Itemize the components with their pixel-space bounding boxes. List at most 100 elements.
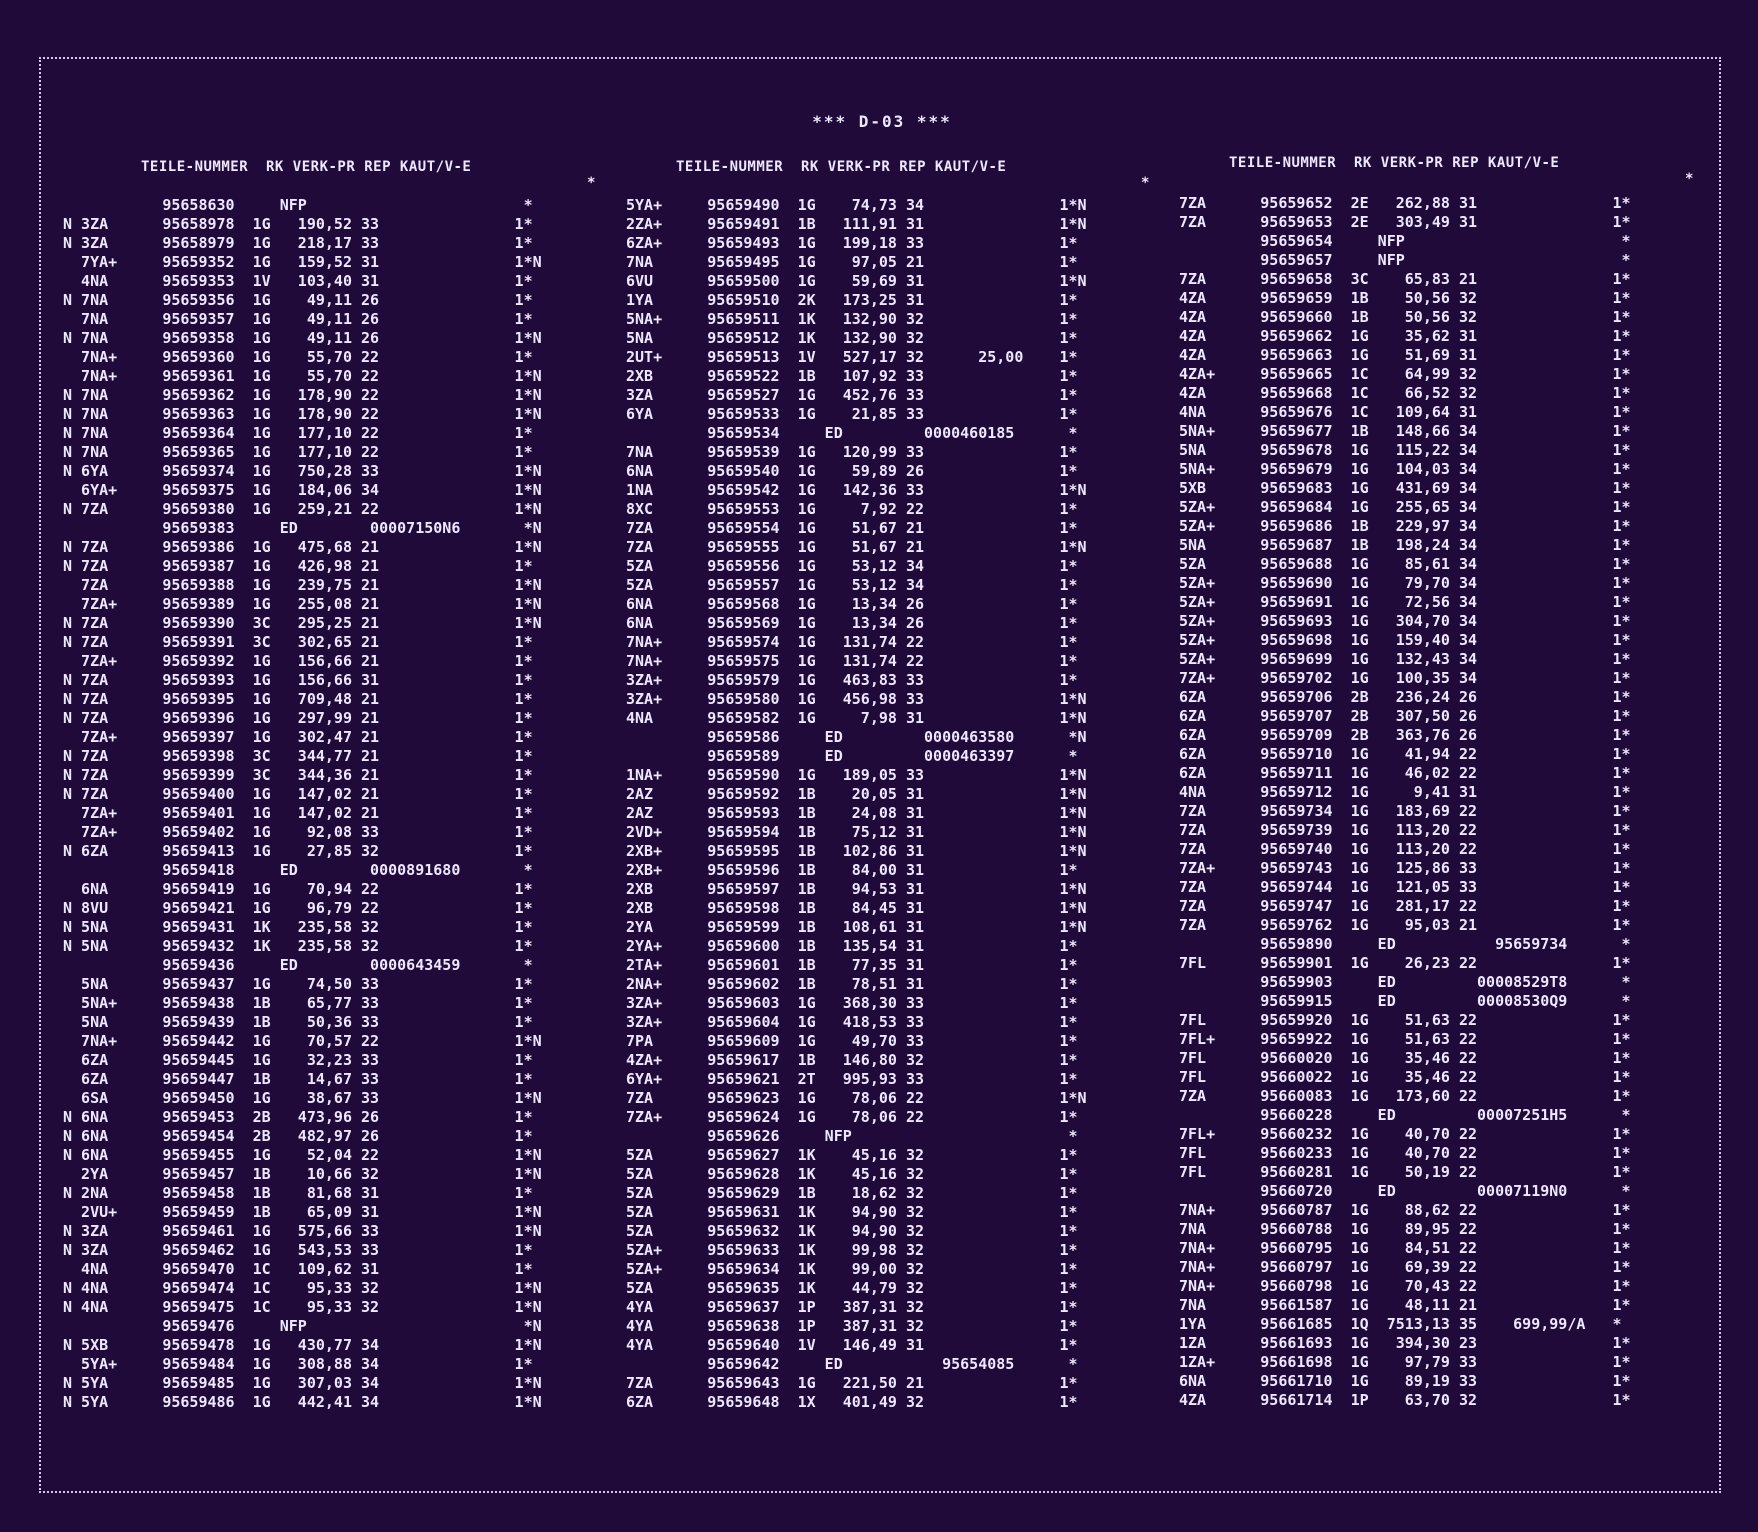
table-row: 6ZA 95659447 1B 14,67 33 1* [63, 1070, 533, 1088]
table-row: 5ZA 95659628 1K 45,16 32 1* [626, 1165, 1078, 1183]
table-row: 4ZA 95659662 1G 35,62 31 1* [1179, 327, 1631, 345]
table-row: N 6ZA 95659413 1G 27,85 32 1* [63, 842, 533, 860]
table-row: N 7ZA 95659380 1G 259,21 22 1*N [63, 500, 542, 518]
table-row: 2YA 95659457 1B 10,66 32 1*N [63, 1165, 542, 1183]
table-row: 3ZA+ 95659579 1G 463,83 33 1* [626, 671, 1078, 689]
column-2-header: TEILE-NUMMER RK VERK-PR REP KAUT/V-E [676, 159, 1007, 175]
table-row: 7ZA 95659652 2E 262,88 31 1* [1179, 194, 1631, 212]
table-row: 5ZA 95659557 1G 53,12 34 1* [626, 576, 1078, 594]
table-row: 4NA 95659353 1V 103,40 31 1* [63, 272, 533, 290]
column-2-rows: 5YA+ 95659490 1G 74,73 34 1*N 2ZA+ 956594… [626, 196, 1087, 1412]
table-row: 2XB+ 95659595 1B 102,86 31 1*N [626, 842, 1087, 860]
table-row: 95659915 ED 00008530Q9 * [1179, 992, 1631, 1010]
table-row: 7ZA 95659555 1G 51,67 21 1*N [626, 538, 1087, 556]
table-row: 7ZA+ 95659392 1G 156,66 21 1* [63, 652, 533, 670]
table-row: N 7NA 95659356 1G 49,11 26 1* [63, 291, 533, 309]
table-row: 2YA+ 95659600 1B 135,54 31 1* [626, 937, 1078, 955]
table-row: 4NA 95659582 1G 7,98 31 1*N [626, 709, 1087, 727]
table-row: 7FL 95659920 1G 51,63 22 1* [1179, 1011, 1631, 1029]
table-row: 7ZA 95659623 1G 78,06 22 1*N [626, 1089, 1087, 1107]
table-row: 5ZA 95659688 1G 85,61 34 1* [1179, 555, 1631, 573]
table-row: N 8VU 95659421 1G 96,79 22 1* [63, 899, 533, 917]
table-row: 3ZA+ 95659604 1G 418,53 33 1* [626, 1013, 1078, 1031]
table-row: N 7NA 95659358 1G 49,11 26 1*N [63, 329, 542, 347]
table-row: 4ZA 95661714 1P 63,70 32 1* [1179, 1391, 1631, 1409]
table-row: 4NA 95659676 1C 109,64 31 1* [1179, 403, 1631, 421]
table-row: 7ZA+ 95659624 1G 78,06 22 1* [626, 1108, 1078, 1126]
table-row: N 5XB 95659478 1G 430,77 34 1*N [63, 1336, 542, 1354]
table-row: 5NA+ 95659438 1B 65,77 33 1* [63, 994, 533, 1012]
table-row: 2VD+ 95659594 1B 75,12 31 1*N [626, 823, 1087, 841]
printout-sheet: *** D-03 *** TEILE-NUMMER RK VERK-PR REP… [39, 57, 1721, 1493]
table-row: 5NA 95659678 1G 115,22 34 1* [1179, 441, 1631, 459]
table-row: 7ZA 95659643 1G 221,50 21 1* [626, 1374, 1078, 1392]
table-row: 2AZ 95659593 1B 24,08 31 1*N [626, 804, 1087, 822]
table-row: 5NA+ 95659511 1K 132,90 32 1* [626, 310, 1078, 328]
table-row: 4YA 95659637 1P 387,31 32 1* [626, 1298, 1078, 1316]
table-row: 4ZA 95659663 1G 51,69 31 1* [1179, 346, 1631, 364]
table-row: 6ZA 95659706 2B 236,24 26 1* [1179, 688, 1631, 706]
table-row: 7FL 95659901 1G 26,23 22 1* [1179, 954, 1631, 972]
table-row: 1YA 95661685 1Q 7513,13 35 699,99/A * [1179, 1315, 1622, 1333]
table-row: 7FL 95660233 1G 40,70 22 1* [1179, 1144, 1631, 1162]
table-row: 6ZA 95659707 2B 307,50 26 1* [1179, 707, 1631, 725]
table-row: N 5YA 95659486 1G 442,41 34 1*N [63, 1393, 542, 1411]
table-row: 5ZA+ 95659686 1B 229,97 34 1* [1179, 517, 1631, 535]
table-row: N 7ZA 95659390 3C 295,25 21 1*N [63, 614, 542, 632]
table-row: 5ZA 95659627 1K 45,16 32 1* [626, 1146, 1078, 1164]
table-row: 5ZA+ 95659634 1K 99,00 32 1* [626, 1260, 1078, 1278]
table-row: 95659890 ED 95659734 * [1179, 935, 1631, 953]
table-row: 95659626 NFP * [626, 1127, 1078, 1145]
table-row: 3ZA 95659527 1G 452,76 33 1* [626, 386, 1078, 404]
table-row: 1YA 95659510 2K 173,25 31 1* [626, 291, 1078, 309]
table-row: 95659642 ED 95654085 * [626, 1355, 1078, 1373]
table-row: 95659654 NFP * [1179, 232, 1631, 250]
table-row: N 7NA 95659365 1G 177,10 22 1* [63, 443, 533, 461]
table-row: 4NA 95659712 1G 9,41 31 1* [1179, 783, 1631, 801]
table-row: 5ZA+ 95659690 1G 79,70 34 1* [1179, 574, 1631, 592]
table-row: N 7ZA 95659386 1G 475,68 21 1*N [63, 538, 542, 556]
table-row: 2XB+ 95659596 1B 84,00 31 1* [626, 861, 1078, 879]
table-row: N 7NA 95659362 1G 178,90 22 1*N [63, 386, 542, 404]
table-row: 5NA+ 95659677 1B 148,66 34 1* [1179, 422, 1631, 440]
table-row: N 5YA 95659485 1G 307,03 34 1*N [63, 1374, 542, 1392]
table-row: 5ZA+ 95659691 1G 72,56 34 1* [1179, 593, 1631, 611]
table-row: 5ZA 95659632 1K 94,90 32 1* [626, 1222, 1078, 1240]
table-row: 2UT+ 95659513 1V 527,17 32 25,00 1* [626, 348, 1078, 366]
table-row: 95659418 ED 0000891680 * [63, 861, 533, 879]
table-row: 95660720 ED 00007119N0 * [1179, 1182, 1631, 1200]
table-row: 7NA 95659357 1G 49,11 26 1* [63, 310, 533, 328]
table-row: 6YA+ 95659621 2T 995,93 33 1* [626, 1070, 1078, 1088]
table-row: N 4NA 95659474 1C 95,33 32 1*N [63, 1279, 542, 1297]
table-row: N 7ZA 95659391 3C 302,65 21 1* [63, 633, 533, 651]
table-row: 4ZA 95659668 1C 66,52 32 1* [1179, 384, 1631, 402]
column-3-rows: 7ZA 95659652 2E 262,88 31 1* 7ZA 95659653… [1179, 194, 1631, 1410]
table-row: 6ZA 95659648 1X 401,49 32 1* [626, 1393, 1078, 1411]
table-row: 5NA 95659437 1G 74,50 33 1* [63, 975, 533, 993]
table-row: N 7ZA 95659399 3C 344,36 21 1* [63, 766, 533, 784]
table-row: 6NA 95661710 1G 89,19 33 1* [1179, 1372, 1631, 1390]
table-row: 7FL 95660022 1G 35,46 22 1* [1179, 1068, 1631, 1086]
table-row: 2TA+ 95659601 1B 77,35 31 1* [626, 956, 1078, 974]
table-row: N 7NA 95659364 1G 177,10 22 1* [63, 424, 533, 442]
table-row: 4ZA+ 95659617 1B 146,80 32 1* [626, 1051, 1078, 1069]
table-row: N 5NA 95659432 1K 235,58 32 1* [63, 937, 533, 955]
table-row: 3ZA+ 95659603 1G 368,30 33 1* [626, 994, 1078, 1012]
table-row: N 7ZA 95659398 3C 344,77 21 1* [63, 747, 533, 765]
column-1-rows: 95658630 NFP * N 3ZA 95658978 1G 190,52 3… [63, 196, 542, 1412]
table-row: 7ZA 95659747 1G 281,17 22 1* [1179, 897, 1631, 915]
table-row: 7NA+ 95660787 1G 88,62 22 1* [1179, 1201, 1631, 1219]
column-1-header-star: * [587, 175, 596, 191]
table-row: N 2NA 95659458 1B 81,68 31 1* [63, 1184, 533, 1202]
table-row: 5ZA+ 95659693 1G 304,70 34 1* [1179, 612, 1631, 630]
table-row: N 5NA 95659431 1K 235,58 32 1* [63, 918, 533, 936]
table-row: 7ZA 95659554 1G 51,67 21 1* [626, 519, 1078, 537]
table-row: N 3ZA 95658978 1G 190,52 33 1* [63, 215, 533, 233]
table-row: 4NA 95659470 1C 109,62 31 1* [63, 1260, 533, 1278]
table-row: N 6NA 95659455 1G 52,04 22 1*N [63, 1146, 542, 1164]
table-row: 95659903 ED 00008529T8 * [1179, 973, 1631, 991]
table-row: 6YA+ 95659375 1G 184,06 34 1*N [63, 481, 542, 499]
table-row: 1NA+ 95659590 1G 189,05 33 1*N [626, 766, 1087, 784]
table-row: 5ZA+ 95659684 1G 255,65 34 1* [1179, 498, 1631, 516]
table-row: 4YA 95659640 1V 146,49 31 1* [626, 1336, 1078, 1354]
